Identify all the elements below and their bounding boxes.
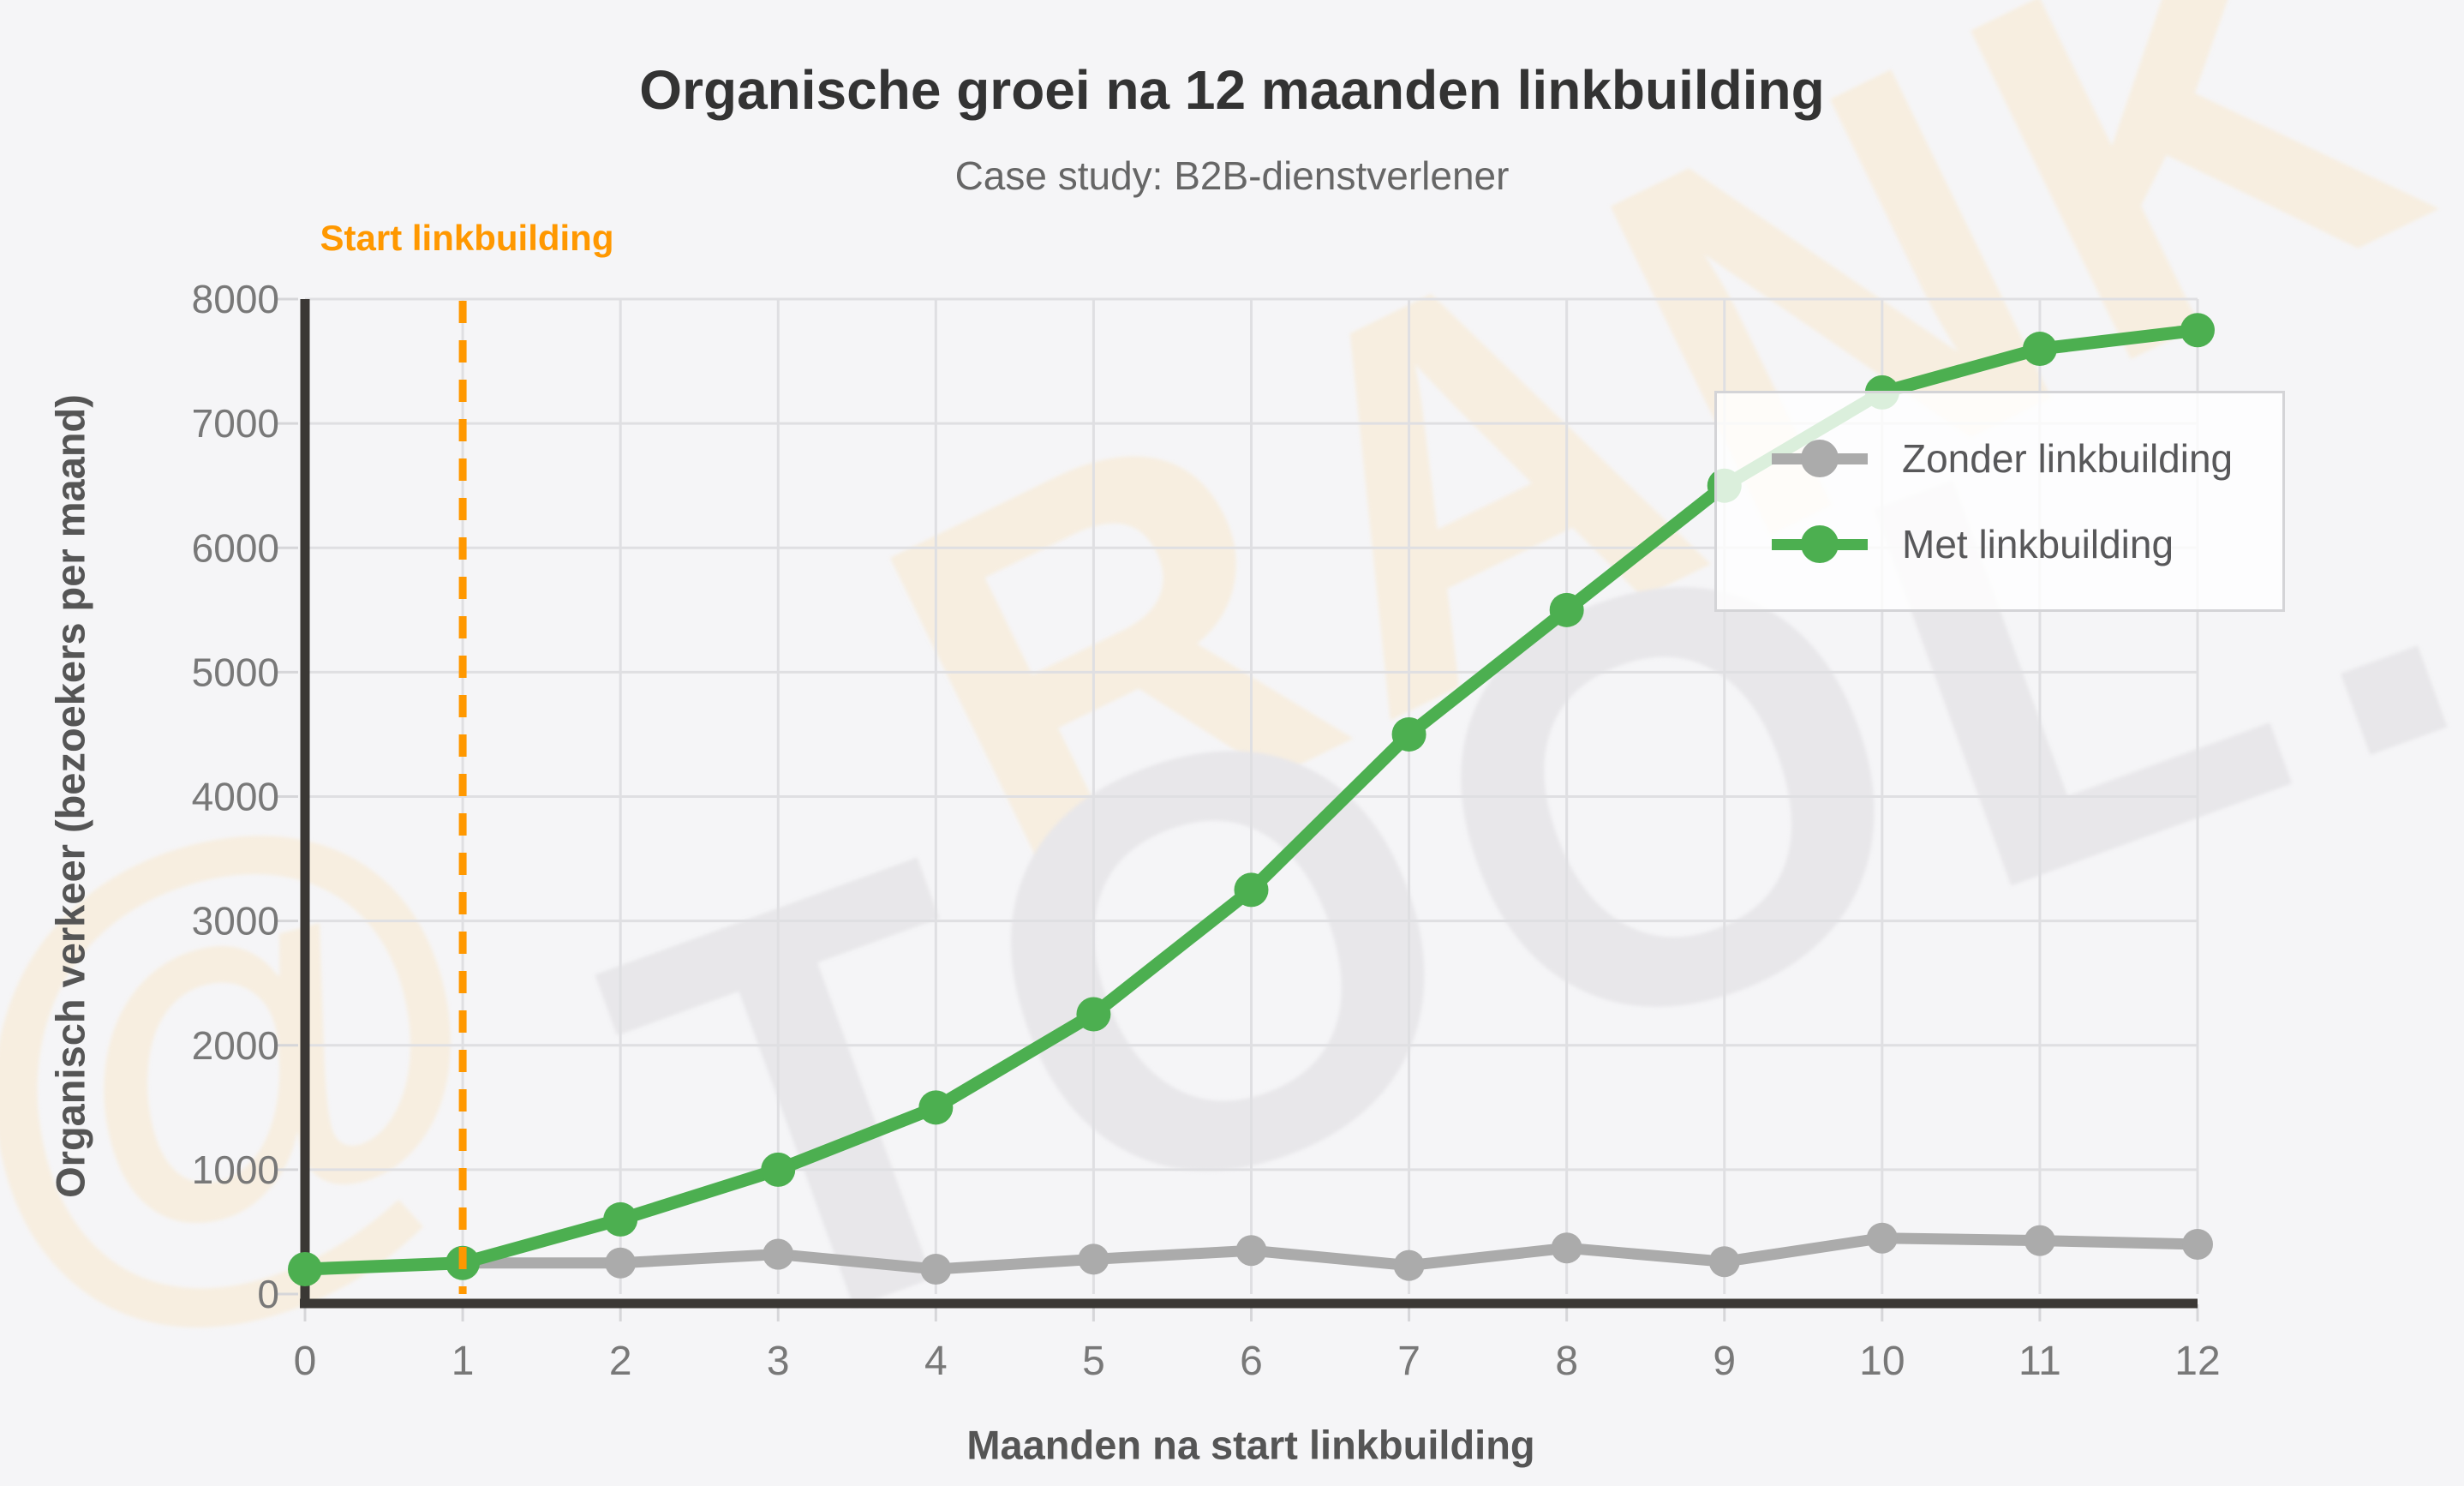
series-point: [1391, 716, 1426, 752]
series-point: [1076, 997, 1111, 1032]
series-point: [761, 1152, 796, 1187]
series-point: [1708, 1246, 1740, 1278]
x-tick-label: 12: [2174, 1339, 2220, 1384]
x-tick-label: 7: [1397, 1339, 1420, 1384]
tick-labels: 0 1 2 3 4 5 6 7 8 9 10 11 12010002000300040005000600…: [192, 277, 2221, 1384]
x-tick-label: 2: [609, 1339, 632, 1384]
x-tick-label: 4: [924, 1339, 948, 1384]
x-tick-label: 3: [767, 1339, 790, 1384]
legend-label-met: Met linkbuilding: [1902, 522, 2174, 566]
series-point: [763, 1238, 794, 1270]
legend-marker-gray: [1772, 440, 1868, 477]
series-point: [1549, 592, 1584, 627]
y-tick-label: 8000: [192, 277, 279, 321]
series-point: [918, 1090, 954, 1125]
y-tick-label: 4000: [192, 775, 279, 819]
series-point: [1393, 1249, 1425, 1281]
series-point: [2180, 313, 2215, 348]
y-tick-label: 7000: [192, 401, 279, 446]
legend-dot-green-icon: [1801, 525, 1839, 563]
series-point: [605, 1247, 637, 1279]
series-point: [2182, 1228, 2213, 1260]
series-point: [1235, 1235, 1267, 1267]
legend-dot-gray-icon: [1801, 440, 1839, 477]
legend-label-zonder: Zonder linkbuilding: [1902, 436, 2234, 481]
x-axis-title: Maanden na start linkbuilding: [966, 1422, 1535, 1468]
series-point: [1866, 1222, 1898, 1254]
y-tick-label: 6000: [192, 525, 279, 570]
legend: Zonder linkbuilding Met linkbuilding: [1714, 391, 2285, 612]
series-point: [1551, 1232, 1582, 1264]
x-tick-label: 10: [1859, 1339, 1905, 1384]
x-tick-label: 1: [452, 1339, 475, 1384]
y-tick-label: 2000: [192, 1023, 279, 1068]
series-point: [920, 1253, 952, 1285]
x-tick-label: 8: [1555, 1339, 1578, 1384]
x-tick-label: 11: [2018, 1339, 2061, 1384]
series-point: [288, 1251, 322, 1286]
legend-item-zonder-linkbuilding: Zonder linkbuilding: [1772, 435, 2282, 482]
y-axis-title: Organisch verkeer (bezoekers per maand): [47, 394, 93, 1198]
x-tick-label: 5: [1082, 1339, 1105, 1384]
annotation-start-linkbuilding: Start linkbuilding: [320, 218, 614, 258]
legend-marker-green: [1772, 525, 1868, 563]
chart-title: Organische groei na 12 maanden linkbuild…: [639, 59, 1825, 121]
x-tick-label: 9: [1713, 1339, 1736, 1384]
x-tick-label: 0: [294, 1339, 317, 1384]
chart-subtitle: Case study: B2B-dienstverlener: [954, 153, 1510, 198]
series-point: [1078, 1243, 1109, 1275]
y-tick-label: 0: [257, 1272, 279, 1316]
series-point: [1234, 872, 1269, 908]
series-point: [2022, 332, 2057, 367]
axes: [300, 299, 2198, 1309]
x-tick-label: 6: [1240, 1339, 1263, 1384]
y-tick-label: 5000: [192, 650, 279, 694]
series-point: [603, 1201, 638, 1237]
y-tick-label: 1000: [192, 1147, 279, 1192]
y-tick-label: 3000: [192, 899, 279, 944]
series-point: [2024, 1225, 2055, 1256]
legend-item-met-linkbuilding: Met linkbuilding: [1772, 521, 2282, 567]
